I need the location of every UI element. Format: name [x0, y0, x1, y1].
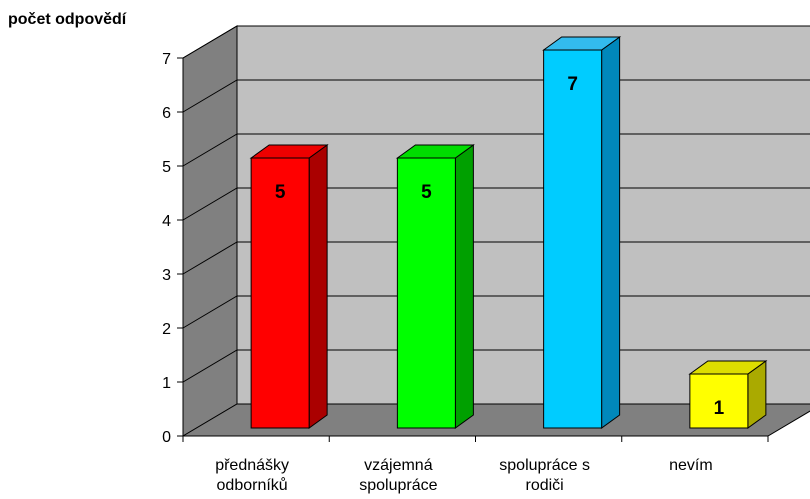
category-label: odborníků [217, 476, 288, 494]
data-label: 5 [275, 182, 286, 203]
labels: 0 1 2 3 4 5 6 7 5 přednášky odborníků 5 vzájemná spol… [162, 51, 724, 494]
category-label: přednášky [215, 457, 289, 474]
bar-side [601, 36, 621, 429]
side-wall [182, 25, 238, 437]
bars [249, 36, 768, 429]
chart-walls [181, 25, 810, 437]
category-label: spolupráce [359, 477, 437, 494]
gridline [182, 241, 810, 275]
category-label: vzájemná [364, 457, 433, 474]
data-label: 7 [567, 74, 578, 95]
y-tick-label: 4 [162, 213, 171, 230]
bar [396, 157, 456, 429]
data-label: 5 [421, 182, 432, 203]
gridline [182, 133, 810, 167]
y-axis-label: počet odpovědí [8, 11, 127, 28]
category-label: spolupráce s [499, 457, 590, 474]
data-label: 1 [714, 398, 725, 419]
y-tick-label: 0 [162, 429, 171, 446]
y-tick-label: 2 [162, 321, 171, 338]
gridline [182, 79, 810, 113]
gridline [182, 187, 810, 221]
bar [250, 157, 310, 429]
bar-side [454, 144, 474, 429]
y-tick-label: 1 [162, 375, 171, 392]
y-tick-label: 6 [162, 105, 171, 122]
y-tick-label: 5 [162, 159, 171, 176]
gridline [182, 295, 810, 329]
gridline [182, 25, 810, 59]
bar-side [308, 144, 328, 429]
axes [177, 57, 769, 442]
bar [543, 49, 603, 429]
category-label: rodiči [526, 477, 564, 494]
category-label: nevím [669, 457, 713, 474]
y-tick-label: 3 [162, 267, 171, 284]
gridline [182, 349, 810, 383]
bar [689, 373, 749, 429]
gridlines [182, 25, 810, 383]
y-tick-label: 7 [162, 51, 171, 68]
